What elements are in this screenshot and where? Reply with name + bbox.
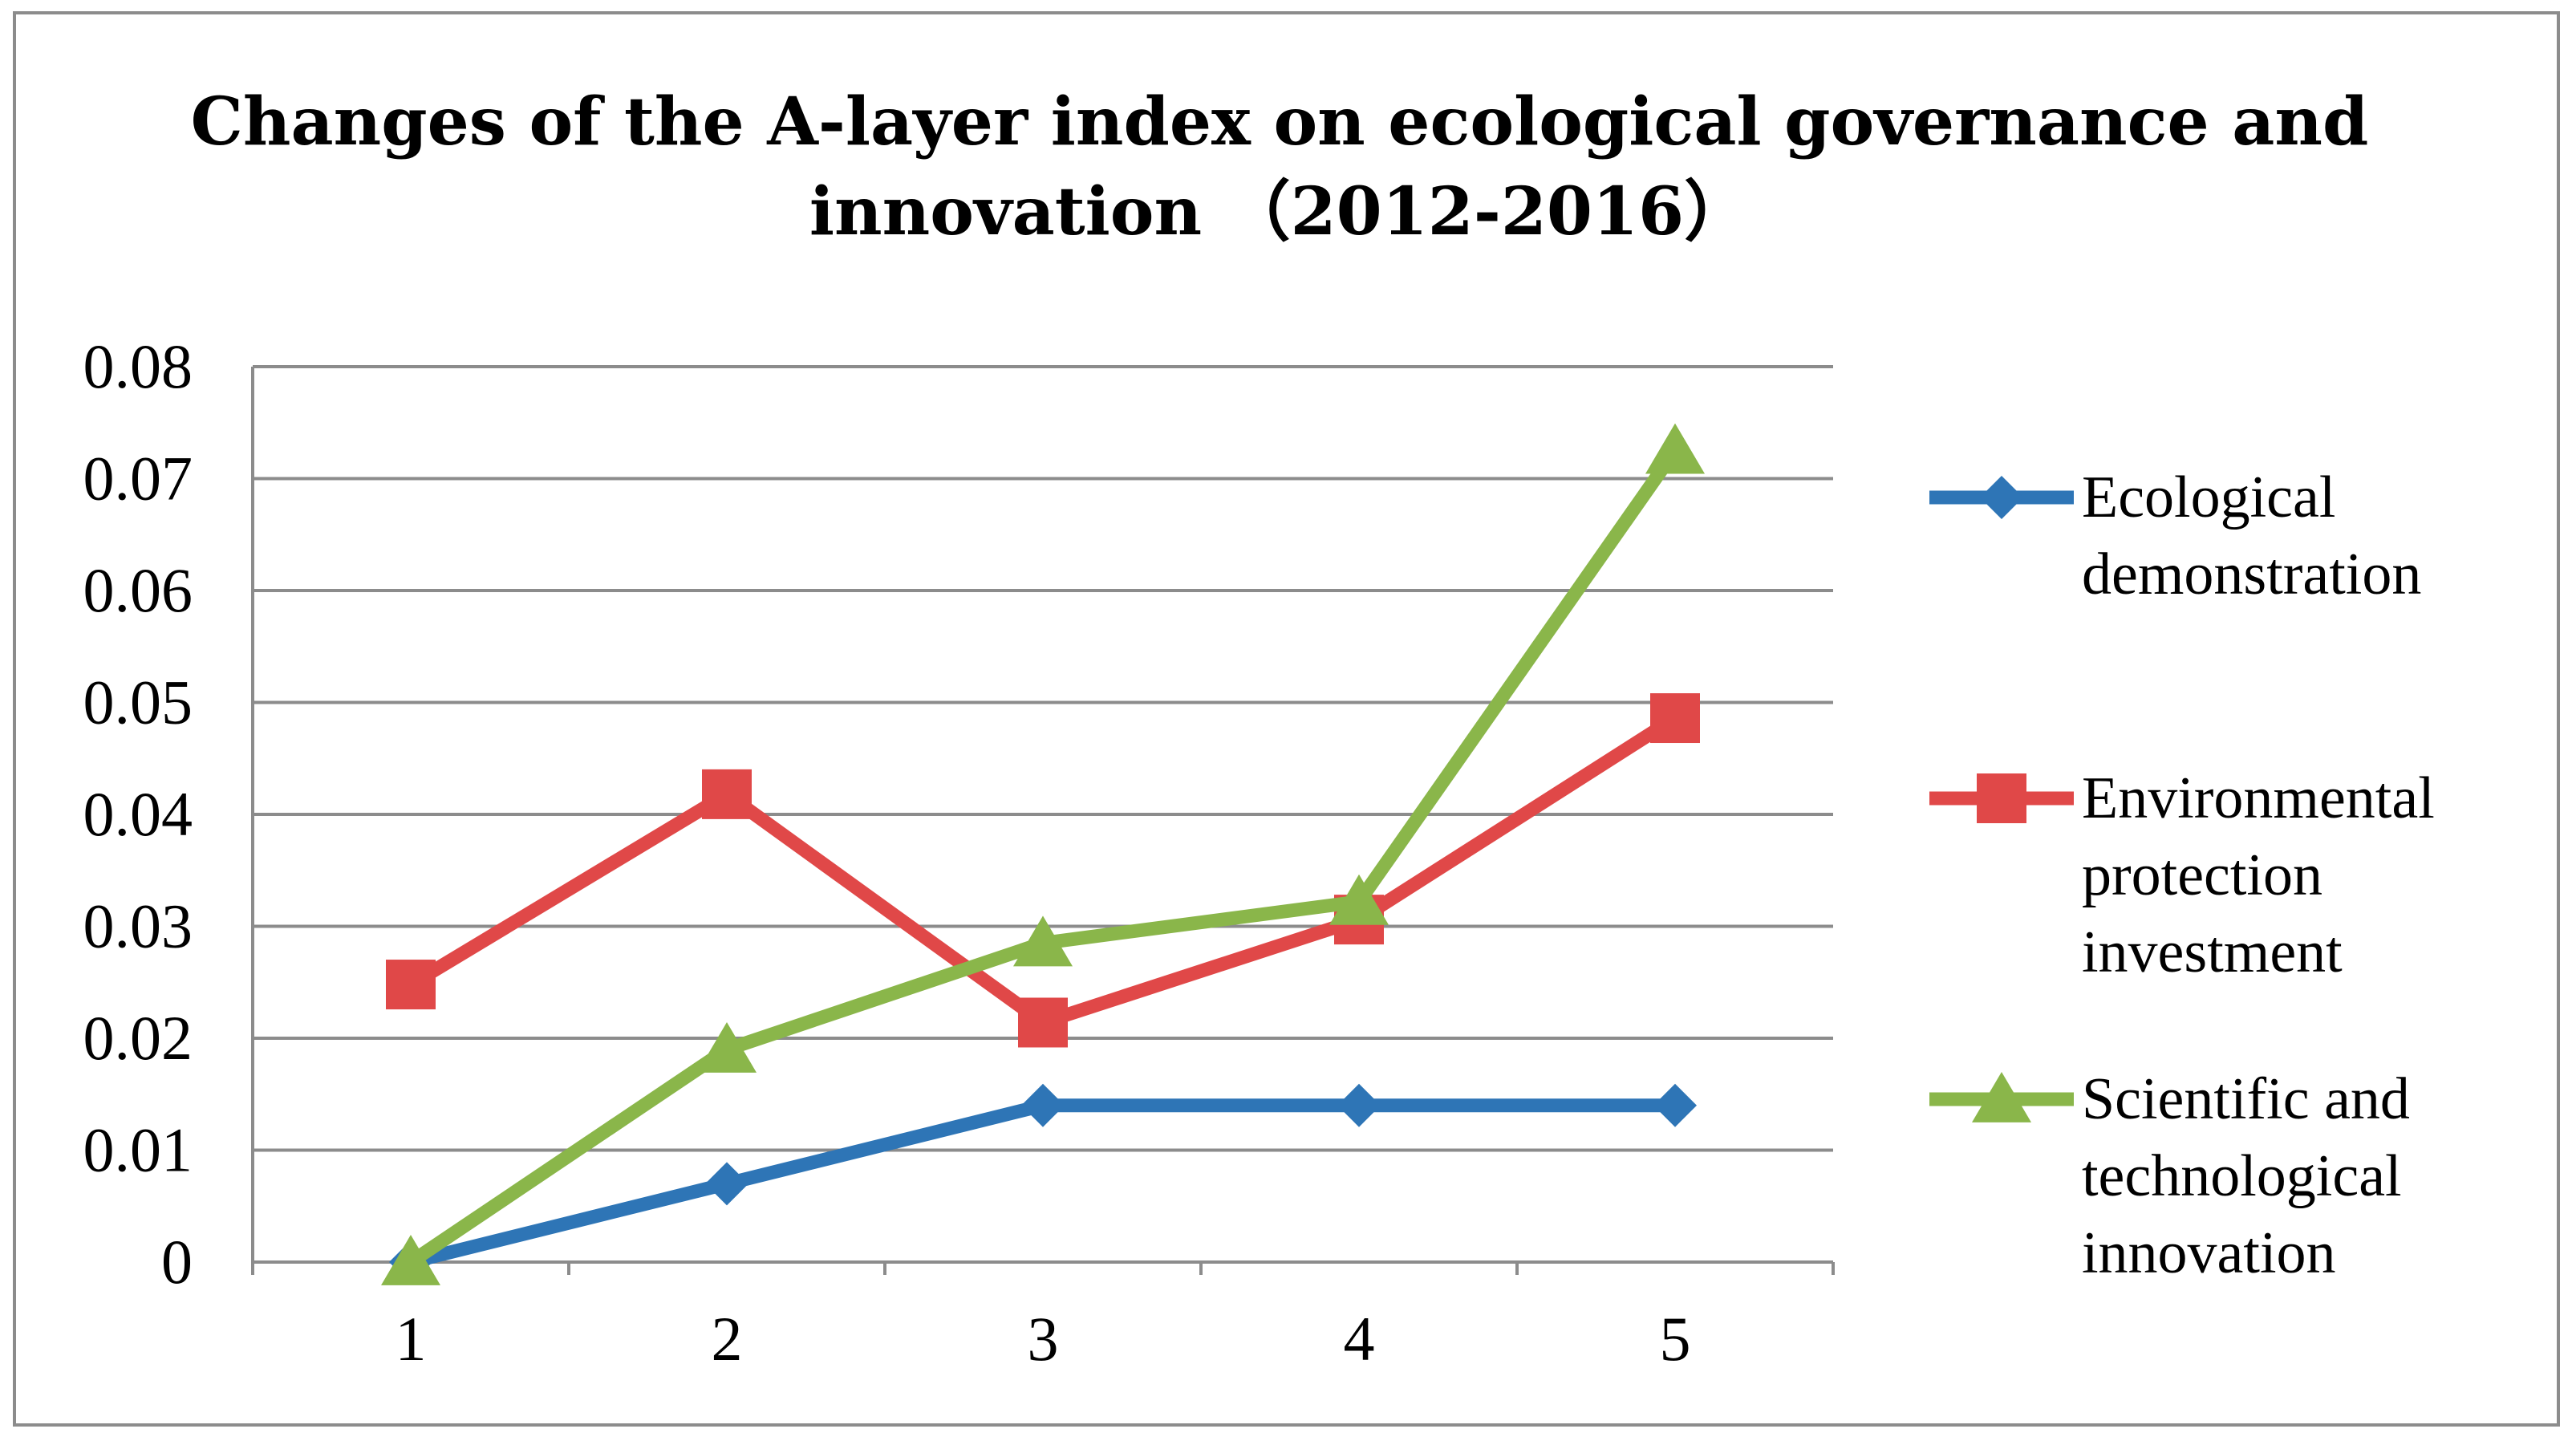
- legend-marker-ecological-demonstration: [1980, 476, 2023, 519]
- data-point-scientific-and-technological-innovation: [381, 1235, 440, 1285]
- legend-label-ecological-demonstration: Ecological: [2082, 465, 2335, 530]
- x-tick-label: 5: [1660, 1304, 1691, 1374]
- data-point-scientific-and-technological-innovation: [697, 1021, 757, 1073]
- y-tick-label: 0.02: [83, 1003, 193, 1073]
- data-point-environmental-protection-investment: [386, 960, 436, 1010]
- x-tick-label: 1: [396, 1304, 427, 1374]
- data-point-environmental-protection-investment: [1018, 997, 1068, 1048]
- x-tick-label: 4: [1344, 1304, 1375, 1374]
- chart-title-line-2: innovation （2012-2016）: [809, 173, 1750, 250]
- data-point-environmental-protection-investment: [702, 769, 752, 819]
- data-point-scientific-and-technological-innovation: [1645, 423, 1705, 474]
- y-tick-label: 0.05: [83, 668, 193, 737]
- data-point-ecological-demonstration: [1653, 1083, 1697, 1127]
- legend-label-scientific-and-technological-innovation: innovation: [2082, 1220, 2336, 1286]
- series-lines: [381, 423, 1705, 1285]
- y-tick-label: 0.03: [83, 891, 193, 961]
- data-point-environmental-protection-investment: [1650, 693, 1700, 744]
- legend-label-environmental-protection-investment: protection: [2082, 842, 2322, 908]
- chart-title: Changes of the A-layer index on ecologic…: [191, 83, 2369, 250]
- legend-label-environmental-protection-investment: Environmental: [2082, 765, 2435, 831]
- data-point-ecological-demonstration: [1021, 1083, 1065, 1127]
- series-line-scientific-and-technological-innovation: [407, 446, 1681, 1268]
- y-tick-label: 0.08: [83, 331, 193, 401]
- chart-title-line-1: Changes of the A-layer index on ecologic…: [191, 83, 2369, 160]
- legend-label-scientific-and-technological-innovation: technological: [2082, 1143, 2402, 1209]
- chart-frame: [13, 11, 2560, 1427]
- series-line-environmental-protection-investment: [407, 712, 1679, 1029]
- y-tick-label: 0.06: [83, 555, 193, 625]
- data-point-scientific-and-technological-innovation: [1013, 915, 1073, 967]
- y-tick-label: 0: [161, 1227, 193, 1297]
- legend-marker-scientific-and-technological-innovation: [1972, 1072, 2031, 1122]
- y-tick-label: 0.01: [83, 1115, 193, 1185]
- y-tick-label: 0.04: [83, 779, 193, 849]
- legend-marker-environmental-protection-investment: [1977, 773, 2026, 823]
- legend-label-scientific-and-technological-innovation: Scientific and: [2082, 1066, 2410, 1132]
- legend: Ecological demonstration Environmental prot…: [1929, 465, 2435, 1286]
- axes: 0 0.01 0.02 0.03 0.04 0.05 0.06 0.07 0.08 1 2 3 4 5: [83, 331, 1835, 1374]
- x-tick-label: 2: [712, 1304, 743, 1374]
- legend-label-environmental-protection-investment: investment: [2082, 919, 2343, 985]
- y-tick-label: 0.07: [83, 444, 193, 513]
- data-point-ecological-demonstration: [705, 1162, 748, 1206]
- legend-label-ecological-demonstration: demonstration: [2082, 542, 2421, 607]
- x-tick-label: 3: [1028, 1304, 1059, 1374]
- data-point-scientific-and-technological-innovation: [1329, 874, 1389, 925]
- data-point-ecological-demonstration: [1337, 1083, 1381, 1127]
